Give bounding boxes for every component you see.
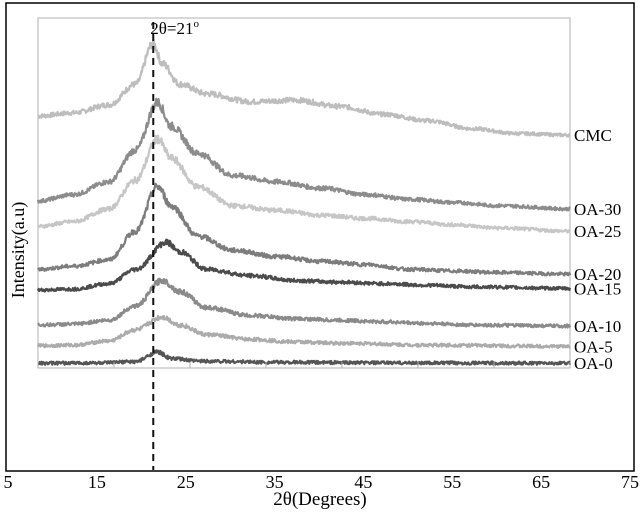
series-label-oa-20: OA-20 xyxy=(574,265,621,284)
series-label-oa-10: OA-10 xyxy=(574,317,621,336)
series-label-oa-30: OA-30 xyxy=(574,200,621,219)
series-line-oa-25 xyxy=(37,134,572,234)
x-tick-label: 25 xyxy=(177,472,195,492)
curves-group xyxy=(36,38,572,366)
series-label-oa-5: OA-5 xyxy=(574,337,613,356)
series-line-oa-10 xyxy=(37,277,572,329)
x-tick-label: 55 xyxy=(443,472,461,492)
reference-line-label-degree: o xyxy=(194,18,200,30)
series-line-oa-0 xyxy=(37,349,572,366)
series-line-oa-20 xyxy=(37,182,572,277)
series-line-oa-15 xyxy=(36,238,572,293)
series-label-oa-15: OA-15 xyxy=(574,279,621,298)
series-label-cmc: CMC xyxy=(574,126,612,145)
x-tick-label: 45 xyxy=(354,472,372,492)
x-axis-tick-labels: 5 15 25 35 45 55 65 75 xyxy=(4,472,640,492)
x-tick-label: 15 xyxy=(88,472,106,492)
series-line-oa-5 xyxy=(36,314,571,349)
x-tick-label: 5 xyxy=(4,472,13,492)
series-label-oa-0: OA-0 xyxy=(574,354,613,373)
minor-ticks xyxy=(37,362,571,368)
x-tick-label: 75 xyxy=(621,472,639,492)
x-tick-label: 35 xyxy=(266,472,284,492)
x-tick-label: 65 xyxy=(532,472,550,492)
figure-frame xyxy=(5,2,635,472)
reference-line-label: 2θ=21o xyxy=(150,18,199,38)
series-line-oa-30 xyxy=(36,97,571,212)
plot-frame xyxy=(37,17,571,369)
y-axis-label: Intensity(a.u) xyxy=(8,202,29,298)
series-line-cmc xyxy=(37,38,571,138)
reference-line-label-text: 2θ=21 xyxy=(150,19,193,38)
x-axis-label: 2θ(Degrees) xyxy=(273,489,367,510)
series-label-oa-25: OA-25 xyxy=(574,222,621,241)
